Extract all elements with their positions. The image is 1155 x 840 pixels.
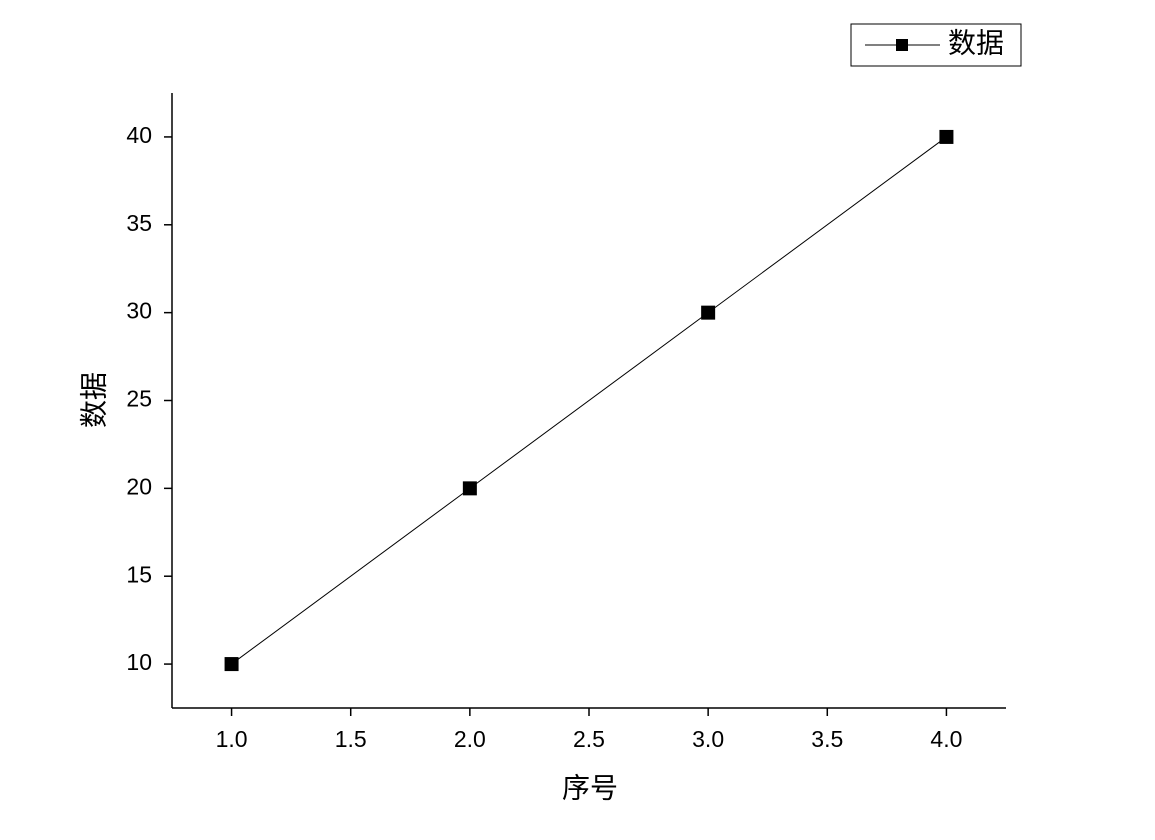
x-tick-label: 2.0: [454, 726, 486, 752]
y-tick-label: 20: [126, 473, 152, 499]
x-tick-label: 2.5: [573, 726, 605, 752]
x-tick-label: 3.0: [692, 726, 724, 752]
legend-label: 数据: [948, 27, 1004, 58]
legend-marker: [896, 39, 908, 51]
y-tick-label: 15: [126, 561, 152, 587]
marker: [701, 305, 716, 320]
series-line: [231, 136, 947, 665]
y-axis-label: 数据: [78, 372, 109, 428]
x-axis-label: 序号: [562, 772, 618, 803]
x-tick-label: 1.0: [216, 726, 248, 752]
y-tick-label: 25: [126, 386, 152, 412]
x-tick-label: 4.0: [930, 726, 962, 752]
y-tick-label: 10: [126, 649, 152, 675]
y-tick-label: 35: [126, 210, 152, 236]
y-tick-label: 40: [126, 122, 152, 148]
x-tick-label: 3.5: [811, 726, 843, 752]
x-tick-label: 1.5: [335, 726, 367, 752]
y-tick-label: 30: [126, 298, 152, 324]
marker: [224, 657, 239, 672]
marker: [939, 129, 954, 144]
marker: [462, 481, 477, 496]
